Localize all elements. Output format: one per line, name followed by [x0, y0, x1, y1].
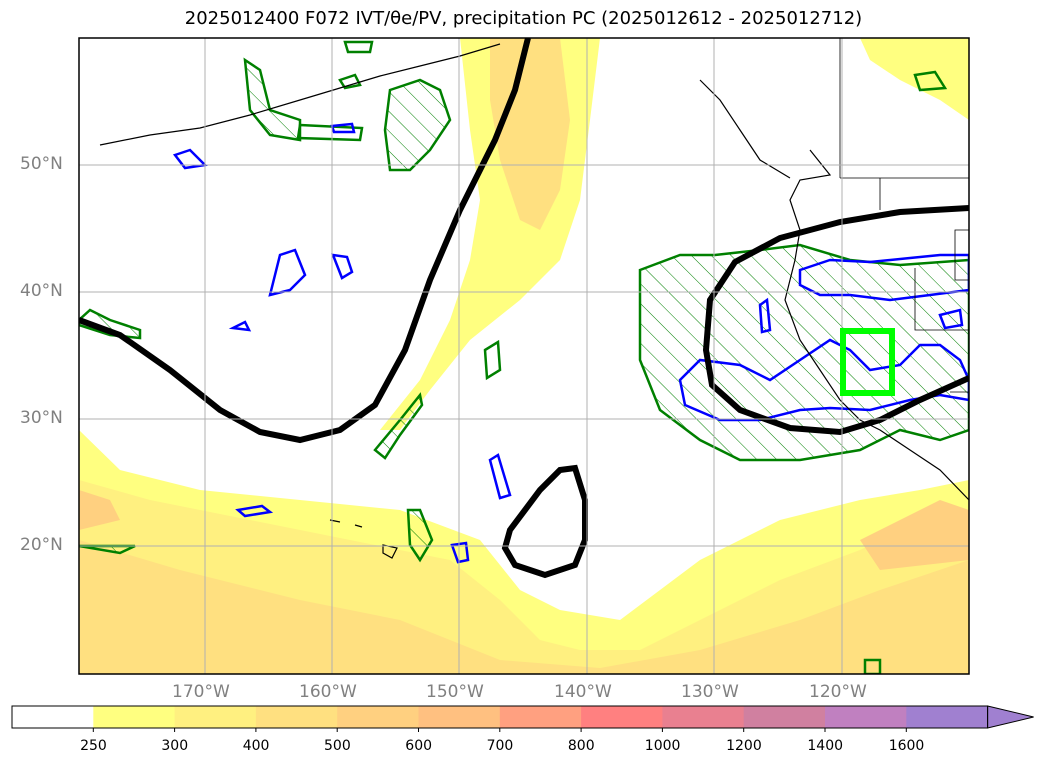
pv-contour-small-4 [296, 123, 364, 142]
colorbar-segment [418, 706, 501, 728]
colorbar-segment [581, 706, 663, 728]
colorbar-segment [906, 706, 989, 728]
colorbar-segment [662, 706, 745, 728]
black-contour-closed [501, 464, 588, 579]
lat-label-40n: 40°N [20, 281, 63, 301]
theta-e-contour-4 [330, 122, 356, 134]
lon-label-140w: 140°W [554, 682, 612, 702]
coastline-na [784, 149, 969, 501]
coastline-bc [699, 79, 791, 179]
colorbar-segment [499, 706, 582, 728]
lon-label-160w: 160°W [299, 682, 357, 702]
pv-hatch-n [383, 78, 452, 172]
colorbar-tick-label: 1600 [888, 738, 925, 754]
lat-label-20n: 20°N [20, 535, 63, 555]
ivt-band-south-max [79, 490, 969, 570]
ivt-band-south-core [79, 540, 969, 674]
colorbar-tick-label: 300 [161, 738, 189, 754]
theta-e-contour-7 [235, 504, 274, 518]
plot-frame [78, 37, 970, 675]
target-box [840, 328, 895, 396]
pv-hatch-west [79, 308, 142, 340]
theta-e-contour-ne [798, 253, 969, 302]
lon-label-120w: 120°W [809, 682, 867, 702]
colorbar-tick-label: 700 [486, 738, 514, 754]
colorbar-segment [93, 706, 176, 728]
pv-contour-small-2 [913, 70, 948, 92]
theta-e-contour-6 [450, 541, 470, 564]
theta-e-contour-10 [228, 320, 252, 332]
lat-label-30n: 30°N [20, 408, 63, 428]
pv-contour-small-5 [863, 658, 882, 674]
colorbar-segment [12, 706, 94, 728]
lon-label-150w: 150°W [426, 682, 484, 702]
black-contour-trough [79, 38, 531, 444]
theta-e-contour-8 [758, 297, 772, 334]
coastline-alaska [99, 43, 501, 146]
colorbar-tick-label: 250 [80, 738, 107, 754]
colorbar-segment [825, 706, 907, 728]
ivt-plume-ne [860, 38, 969, 120]
colorbar-segment [337, 706, 419, 728]
colorbar-extend-arrow [987, 705, 1034, 729]
colorbar-tick-label: 500 [324, 738, 351, 754]
colorbar-segment [255, 706, 338, 728]
colorbar-segment [174, 706, 257, 728]
pv-contour-small-1 [338, 73, 362, 90]
lon-label-170w: 170°W [172, 682, 230, 702]
theta-e-contour-2 [331, 253, 354, 280]
ivt-plume-north-inner [490, 38, 570, 230]
black-contour-east [702, 205, 969, 436]
pv-hatch-south [406, 508, 434, 563]
pv-contour-small-3 [483, 339, 502, 381]
theta-e-contour-east [678, 338, 969, 422]
colorbar [11, 705, 1034, 732]
map-title: 2025012400 F072 IVT/θe/PV, precipitation… [184, 8, 863, 29]
lon-label-130w: 130°W [681, 682, 739, 702]
theta-e-contour-9 [938, 308, 964, 330]
colorbar-segment [743, 706, 826, 728]
pv-hatch-strip [373, 392, 424, 460]
theta-e-contour-1 [268, 248, 307, 297]
lat-label-50n: 50°N [20, 154, 63, 174]
pv-contour-small-6 [343, 40, 374, 54]
theta-e-contour-5 [488, 453, 512, 500]
borders [839, 38, 969, 393]
colorbar-tick-label: 400 [242, 738, 270, 754]
colorbar-tick-label: 1400 [807, 738, 844, 754]
colorbar-tick-label: 1000 [644, 738, 681, 754]
colorbar-tick-label: 800 [567, 738, 595, 754]
map-plot-area [79, 38, 969, 674]
colorbar-tick-label: 1200 [726, 738, 762, 754]
colorbar-tick-label: 600 [405, 738, 433, 754]
